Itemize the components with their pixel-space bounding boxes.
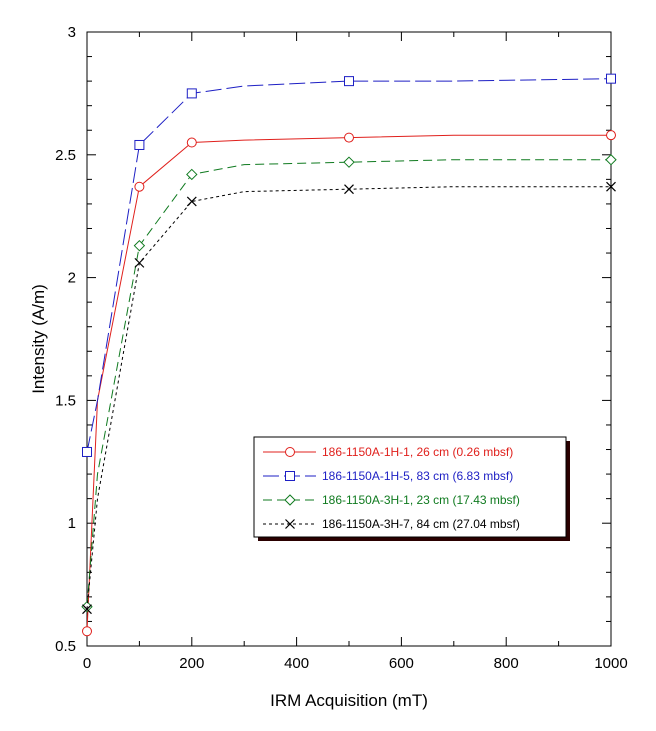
series-3 (81, 154, 617, 613)
data-point (186, 88, 197, 99)
legend-marker (284, 494, 296, 506)
data-point-shape (82, 626, 92, 637)
data-point (606, 130, 616, 141)
data-point-shape (344, 76, 354, 87)
axis-ticks (86, 31, 612, 647)
series-1 (82, 130, 616, 637)
data-point-shape (134, 181, 145, 192)
data-point-shape (186, 196, 197, 207)
legend-label: 186-1150A-1H-5, 83 cm (6.83 mbsf) (322, 469, 513, 483)
data-point-shape (186, 168, 198, 181)
series-line (86, 186, 611, 610)
data-point-shape (134, 139, 145, 150)
data-point (344, 184, 354, 195)
legend-label: 186-1150A-3H-7, 84 cm (27.04 mbsf) (322, 517, 520, 531)
plot-frame (86, 31, 612, 647)
legend-box (253, 436, 567, 538)
series-layer (81, 73, 617, 637)
data-point-shape (82, 446, 92, 457)
data-point (344, 76, 354, 87)
data-point (186, 137, 197, 148)
legend-entry: 186-1150A-3H-1, 23 cm (17.43 mbsf) (263, 493, 520, 507)
data-point-shape (186, 88, 197, 99)
legend-label: 186-1150A-1H-1, 26 cm (0.26 mbsf) (322, 445, 513, 459)
series-4 (82, 181, 616, 615)
y-tick-label: 2 (68, 270, 76, 287)
legend-marker-shape (284, 494, 296, 506)
data-point-shape (133, 239, 146, 252)
data-point-shape (186, 137, 197, 148)
x-tick-label: 800 (494, 655, 519, 672)
data-point-shape (344, 132, 354, 143)
data-point (134, 257, 145, 268)
x-tick-label: 200 (179, 655, 204, 672)
data-point (343, 156, 355, 168)
x-tick-label: 400 (284, 655, 309, 672)
legend-marker (285, 447, 295, 457)
legend-marker-shape (285, 447, 295, 457)
data-point-shape (606, 130, 616, 141)
data-point-shape (82, 604, 92, 615)
data-point-shape (343, 156, 355, 168)
legend-marker (285, 519, 295, 529)
x-axis-label: IRM Acquisition (mT) (270, 691, 428, 710)
legend-entry: 186-1150A-1H-5, 83 cm (6.83 mbsf) (263, 469, 513, 483)
legend-marker (285, 471, 295, 481)
data-point (605, 154, 617, 166)
data-point (82, 604, 92, 615)
series-line (86, 78, 612, 453)
legend-entry: 186-1150A-1H-1, 26 cm (0.26 mbsf) (263, 445, 513, 459)
series-line (86, 134, 611, 632)
data-point (606, 73, 616, 84)
data-point-shape (605, 154, 617, 166)
data-point (82, 626, 92, 637)
data-point (344, 132, 354, 143)
data-point-shape (344, 184, 354, 195)
series-2 (82, 73, 616, 457)
data-point-shape (134, 257, 145, 268)
data-point (134, 139, 145, 150)
data-point (186, 196, 197, 207)
data-point-shape (606, 181, 616, 192)
data-point (133, 239, 146, 252)
series-line (86, 159, 611, 607)
legend-marker-shape (285, 519, 295, 529)
data-point-shape (606, 73, 616, 84)
data-point (134, 181, 145, 192)
legend: 186-1150A-1H-1, 26 cm (0.26 mbsf) 186-115… (253, 436, 570, 541)
legend-marker-shape (285, 471, 295, 481)
legend-label: 186-1150A-3H-1, 23 cm (17.43 mbsf) (322, 493, 520, 507)
y-axis-label: Intensity (A/m) (29, 284, 48, 394)
x-tick-label: 1000 (594, 655, 627, 672)
y-tick-label: 1.5 (55, 392, 76, 409)
y-tick-label: 2.5 (55, 147, 76, 164)
legend-entry: 186-1150A-3H-7, 84 cm (27.04 mbsf) (263, 517, 520, 531)
x-tick-label: 0 (83, 655, 91, 672)
tick-labels: 0 200 400 600 800 1000 0.5 1 1.5 2 2.5 3 (55, 24, 628, 672)
data-point (186, 168, 198, 181)
x-tick-label: 600 (389, 655, 414, 672)
data-point (82, 446, 92, 457)
data-point (606, 181, 616, 192)
y-tick-label: 3 (68, 24, 76, 41)
y-tick-label: 1 (68, 515, 76, 532)
y-tick-label: 0.5 (55, 638, 76, 655)
